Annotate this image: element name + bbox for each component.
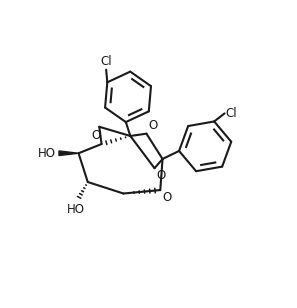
Text: O: O: [148, 119, 157, 132]
Text: HO: HO: [38, 147, 56, 160]
Text: O: O: [162, 191, 171, 204]
Text: O: O: [91, 129, 100, 142]
Text: HO: HO: [67, 203, 85, 216]
Text: Cl: Cl: [100, 55, 112, 68]
Polygon shape: [59, 151, 78, 156]
Text: Cl: Cl: [226, 107, 237, 120]
Text: O: O: [156, 169, 166, 182]
